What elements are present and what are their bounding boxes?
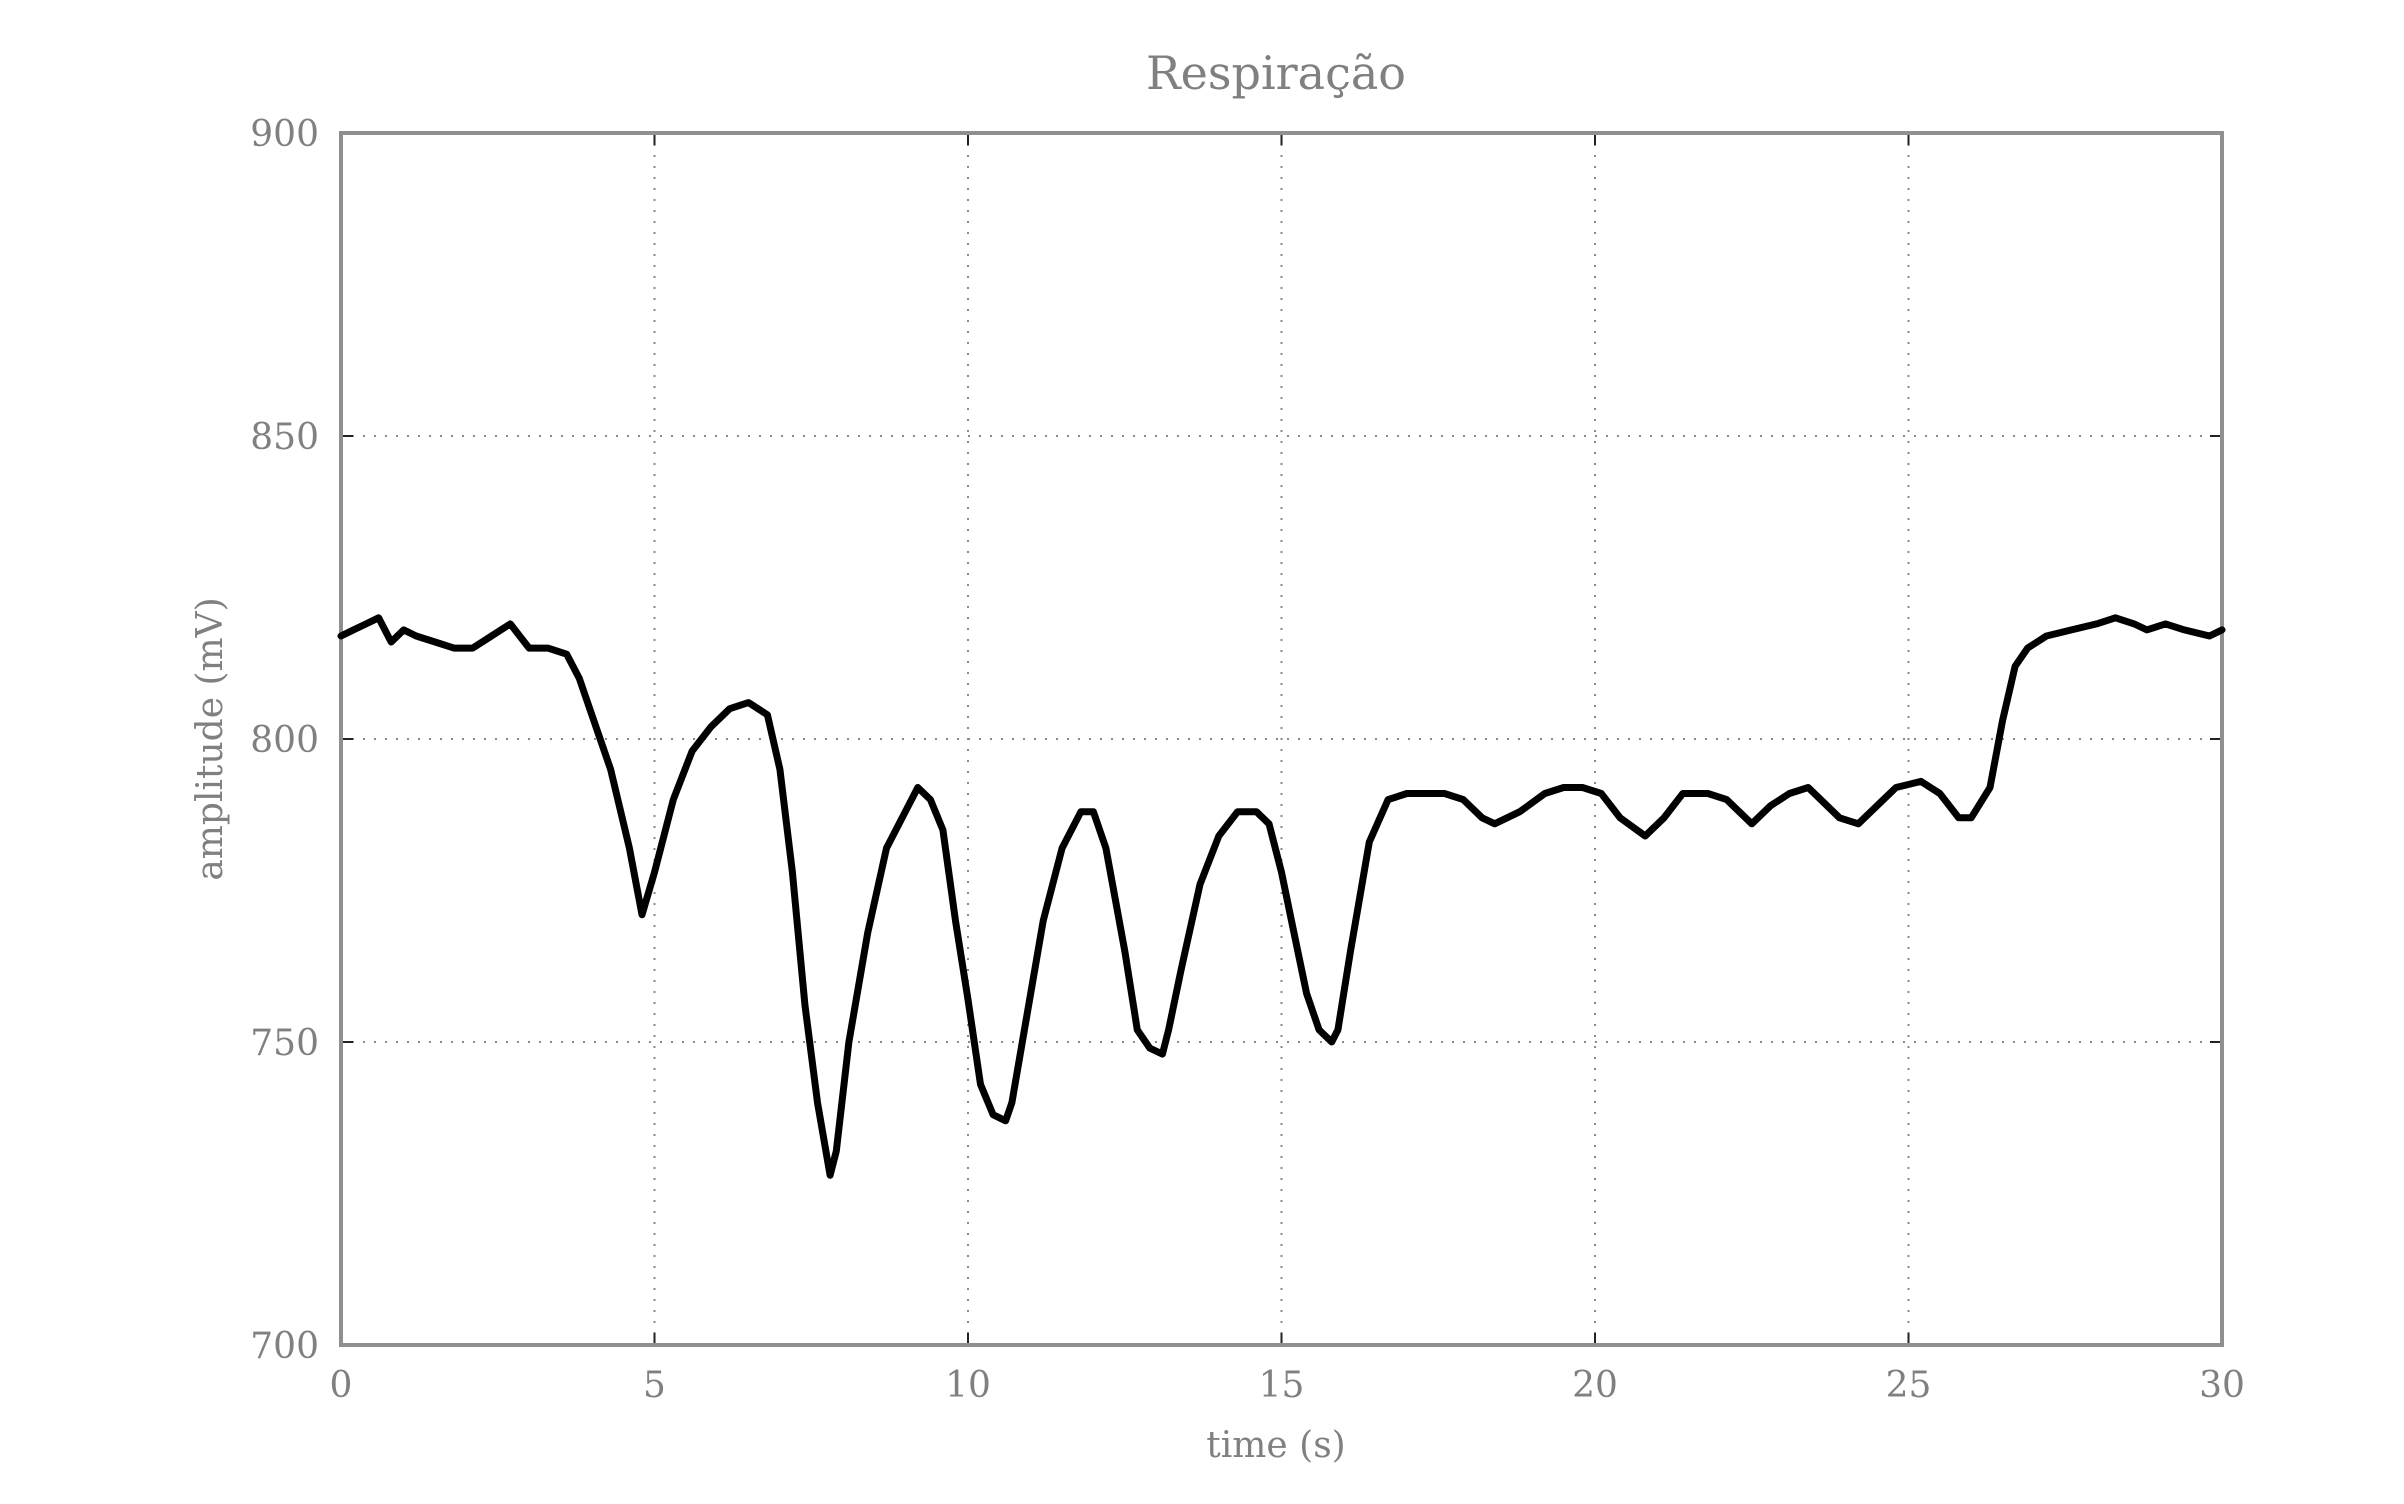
- plot-frame: [339, 131, 2224, 1347]
- x-tick-label: 0: [330, 1365, 353, 1406]
- series-line: [337, 614, 2226, 1179]
- x-axis-label: time (s): [1206, 1425, 1345, 1466]
- x-tick-label: 30: [2199, 1365, 2245, 1406]
- y-tick-label: 700: [250, 1326, 319, 1367]
- x-tick-label: 5: [643, 1365, 666, 1406]
- series-layer: [337, 614, 2226, 1179]
- y-tick-label: 850: [250, 417, 319, 458]
- y-axis-label: amplitude (mV): [190, 597, 231, 880]
- chart-title: Respiração: [1146, 46, 1406, 100]
- y-tick-labels: 700 750 800 850 900: [250, 114, 319, 1367]
- y-tick-label: 800: [250, 720, 319, 761]
- x-tick-label: 25: [1886, 1365, 1932, 1406]
- y-tick-label: 750: [250, 1023, 319, 1064]
- x-tick-label: 15: [1259, 1365, 1305, 1406]
- x-tick-labels: 0 5 10 15 20 25 30: [330, 1365, 2245, 1406]
- y-tick-label: 900: [250, 114, 319, 155]
- x-tick-label: 10: [945, 1365, 991, 1406]
- gridlines: [341, 133, 2222, 1345]
- x-tick-label: 20: [1572, 1365, 1618, 1406]
